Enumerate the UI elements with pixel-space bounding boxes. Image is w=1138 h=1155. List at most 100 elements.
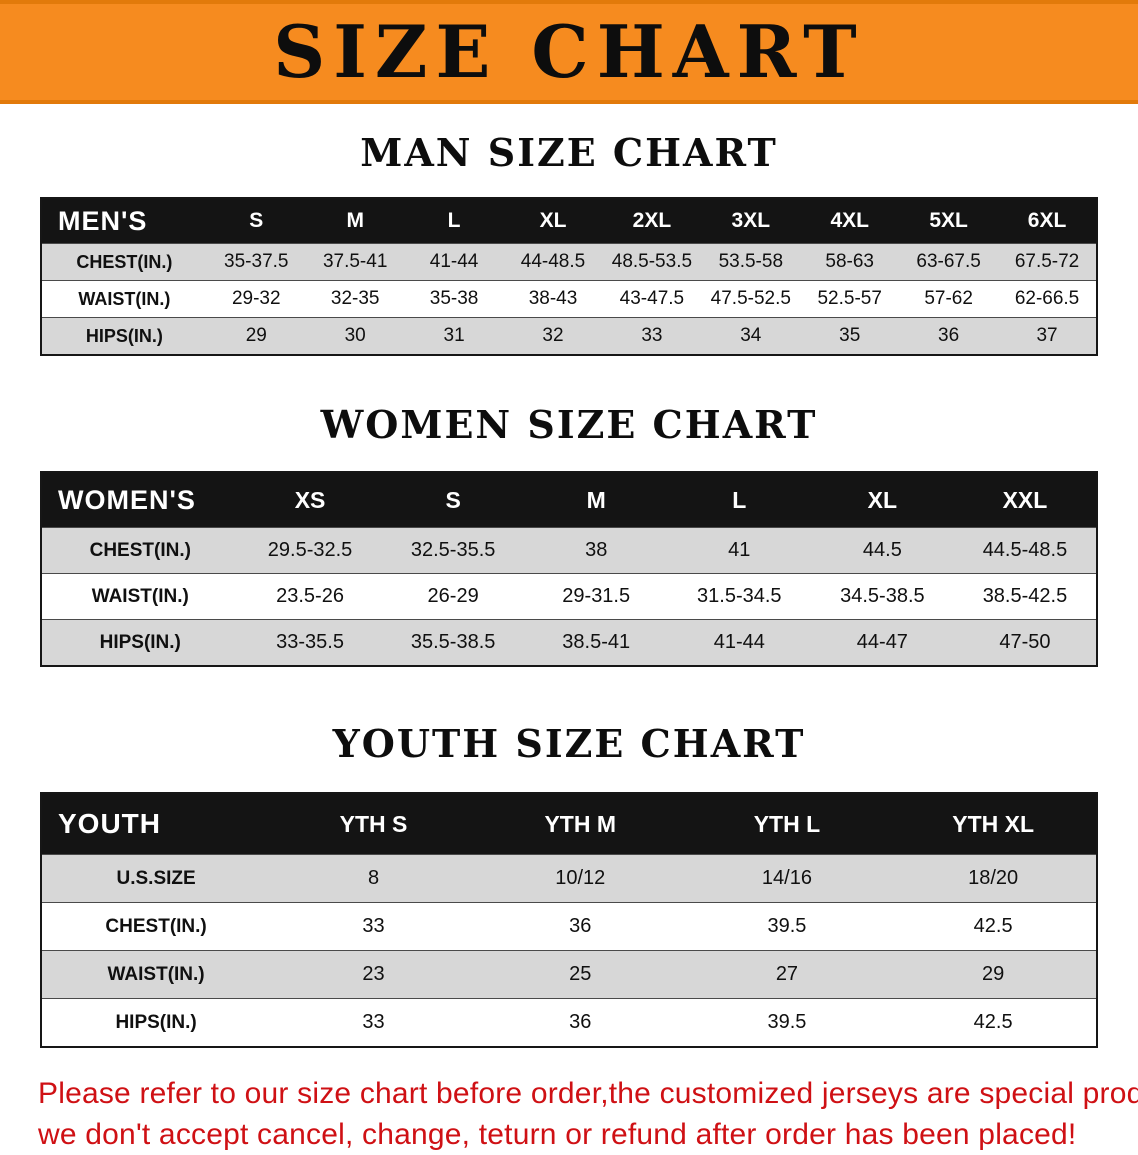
value-cell: 38	[525, 528, 668, 574]
size-header-cell: YTH M	[477, 793, 684, 855]
size-header-cell: YTH L	[684, 793, 891, 855]
value-cell: 38-43	[504, 281, 603, 318]
banner-title: SIZE CHART	[273, 16, 865, 88]
value-cell: 39.5	[684, 999, 891, 1048]
men-section-heading: MAN SIZE CHART	[0, 130, 1138, 175]
value-cell: 29-32	[207, 281, 306, 318]
value-cell: 32-35	[306, 281, 405, 318]
value-cell: 32	[504, 318, 603, 356]
value-cell: 18/20	[890, 855, 1097, 903]
value-cell: 43-47.5	[602, 281, 701, 318]
row-label-cell: WAIST(IN.)	[41, 281, 207, 318]
size-header-cell: S	[207, 198, 306, 244]
value-cell: 29.5-32.5	[239, 528, 382, 574]
value-cell: 33-35.5	[239, 620, 382, 667]
row-label-cell: HIPS(IN.)	[41, 999, 270, 1048]
value-cell: 35.5-38.5	[382, 620, 525, 667]
value-cell: 14/16	[684, 855, 891, 903]
value-cell: 23.5-26	[239, 574, 382, 620]
value-cell: 23	[270, 951, 477, 999]
value-cell: 32.5-35.5	[382, 528, 525, 574]
value-cell: 34.5-38.5	[811, 574, 954, 620]
value-cell: 47.5-52.5	[701, 281, 800, 318]
value-cell: 48.5-53.5	[602, 244, 701, 281]
value-cell: 42.5	[890, 903, 1097, 951]
value-cell: 44.5-48.5	[954, 528, 1097, 574]
value-cell: 41-44	[668, 620, 811, 667]
value-cell: 31.5-34.5	[668, 574, 811, 620]
size-header-cell: 6XL	[998, 198, 1097, 244]
value-cell: 44.5	[811, 528, 954, 574]
size-header-cell: L	[668, 472, 811, 528]
value-cell: 36	[477, 903, 684, 951]
value-cell: 37.5-41	[306, 244, 405, 281]
value-cell: 67.5-72	[998, 244, 1097, 281]
value-cell: 41	[668, 528, 811, 574]
value-cell: 41-44	[405, 244, 504, 281]
size-header-cell: S	[382, 472, 525, 528]
value-cell: 44-47	[811, 620, 954, 667]
row-label-cell: WAIST(IN.)	[41, 574, 239, 620]
value-cell: 53.5-58	[701, 244, 800, 281]
size-header-cell: M	[525, 472, 668, 528]
size-header-cell: M	[306, 198, 405, 244]
value-cell: 29	[890, 951, 1097, 999]
value-cell: 29-31.5	[525, 574, 668, 620]
value-cell: 37	[998, 318, 1097, 356]
value-cell: 39.5	[684, 903, 891, 951]
size-header-cell: XL	[504, 198, 603, 244]
value-cell: 42.5	[890, 999, 1097, 1048]
size-header-cell: XS	[239, 472, 382, 528]
value-cell: 36	[477, 999, 684, 1048]
value-cell: 44-48.5	[504, 244, 603, 281]
value-cell: 26-29	[382, 574, 525, 620]
value-cell: 29	[207, 318, 306, 356]
size-header-cell: XL	[811, 472, 954, 528]
order-policy-line-2: we don't accept cancel, change, teturn o…	[38, 1115, 1100, 1155]
value-cell: 47-50	[954, 620, 1097, 667]
size-header-cell: 2XL	[602, 198, 701, 244]
value-cell: 33	[270, 999, 477, 1048]
value-cell: 27	[684, 951, 891, 999]
value-cell: 38.5-41	[525, 620, 668, 667]
value-cell: 30	[306, 318, 405, 356]
value-cell: 35	[800, 318, 899, 356]
row-label-cell: CHEST(IN.)	[41, 903, 270, 951]
size-header-cell: YTH S	[270, 793, 477, 855]
size-header-cell: 3XL	[701, 198, 800, 244]
value-cell: 62-66.5	[998, 281, 1097, 318]
value-cell: 38.5-42.5	[954, 574, 1097, 620]
value-cell: 35-37.5	[207, 244, 306, 281]
size-chart-banner: SIZE CHART	[0, 0, 1138, 104]
order-policy-line-1: Please refer to our size chart before or…	[38, 1074, 1100, 1115]
row-label-cell: CHEST(IN.)	[41, 244, 207, 281]
value-cell: 57-62	[899, 281, 998, 318]
row-label-cell: HIPS(IN.)	[41, 620, 239, 667]
size-header-cell: 5XL	[899, 198, 998, 244]
value-cell: 52.5-57	[800, 281, 899, 318]
size-header-cell: L	[405, 198, 504, 244]
table-title-cell: YOUTH	[41, 793, 270, 855]
women-section-heading: WOMEN SIZE CHART	[0, 402, 1138, 447]
row-label-cell: WAIST(IN.)	[41, 951, 270, 999]
value-cell: 33	[270, 903, 477, 951]
